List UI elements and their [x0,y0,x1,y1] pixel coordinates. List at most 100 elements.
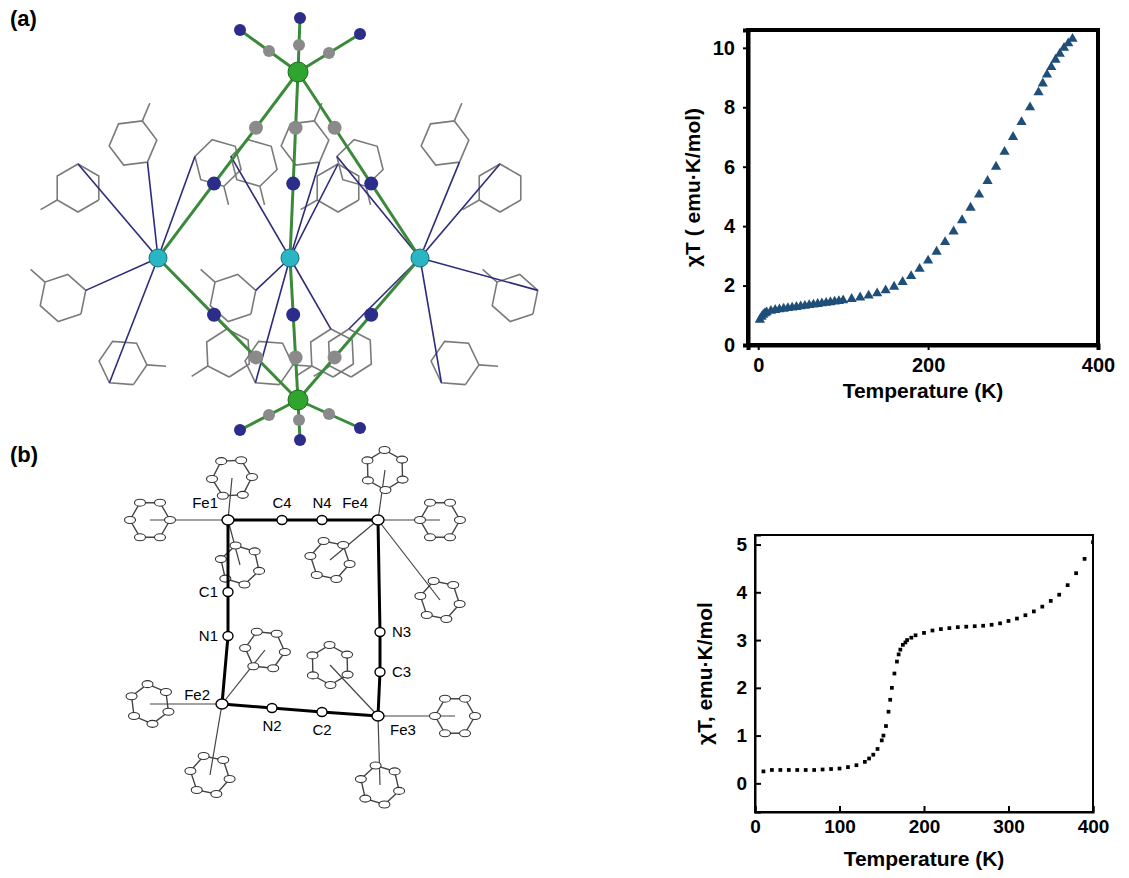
atom-label: C1 [199,583,218,600]
data-point [973,624,977,628]
data-point [867,757,871,761]
cyanide-bond [158,258,298,400]
y-tick: 8 [724,96,748,118]
nitrogen-atom [207,308,221,322]
ligand-ring [281,121,329,165]
atom-label: C2 [312,721,331,738]
y-tick: 3 [736,630,761,651]
y-tick: 6 [724,156,748,178]
data-point [948,226,958,235]
data-point [1038,78,1048,87]
ring-atom [425,499,436,506]
ring-atom [318,538,329,545]
x-axis-title: Temperature (K) [843,379,1004,402]
carbon-atom [249,350,263,364]
nitrogen-atom [364,308,378,322]
y-axis-line [756,536,762,813]
data-point [876,747,880,751]
ligand-stick [147,365,166,366]
x-axis: 0200400 [749,345,1116,376]
cyanide-bridge [378,520,380,716]
data-point [821,768,825,772]
ring-atom [370,762,381,769]
data-point [1032,610,1036,614]
ligand-ring [367,450,402,490]
ligand-bond [378,519,440,520]
ring-atom [460,730,471,737]
carbon-atom [263,409,275,421]
data-point [882,734,886,738]
data-point [1057,593,1061,597]
panel-label: (a) [10,6,37,31]
iron-atom [372,711,384,721]
ring-atom [246,474,257,481]
ligand-ring [311,329,354,377]
ring-atom [311,571,322,578]
ring-atom [307,672,318,679]
ring-atom [355,776,366,783]
carbon-atom [249,121,263,135]
x-tick: 200 [909,806,941,837]
ring-atom [198,753,209,760]
ring-atom [240,645,251,652]
y-tick-label: 6 [724,156,735,178]
data-point [964,625,968,629]
x-axis-title: Temperature (K) [844,847,1005,870]
cyanide-bridge [222,520,228,704]
ligand-ring [312,645,347,685]
data-point [1049,599,1053,603]
cyanide-bond [290,72,298,258]
ligand-bond [378,520,440,600]
ring-atom [271,630,282,637]
ring-atom [237,491,248,498]
data-point [898,276,908,285]
bridge-atom [375,668,385,677]
data-point [1066,583,1070,587]
carbon-atom [323,47,335,59]
ring-atom [236,457,247,464]
ligand-ring [420,581,459,619]
ligand-bond [330,520,378,560]
carbon-atom [293,414,305,426]
data-point [923,255,933,264]
ring-atom [135,499,146,506]
ring-atom [380,486,391,493]
cyanide-bond [298,34,360,72]
ligand-ring [310,541,349,579]
donor-bond [420,164,500,258]
ligand-ring [57,164,99,212]
data-point [914,633,918,637]
ligand-bond [378,715,455,716]
data-point [888,698,892,702]
nitrogen-atom [286,177,300,191]
ligand-ring [492,274,538,321]
y-axis-title: χT ( emu·K/mol) [681,108,704,267]
data-point [897,653,901,657]
figure: (a)(b)Fe1C4N4Fe4C1N1N3C3Fe2N2C2Fe3020040… [0,0,1129,878]
cyanide-bridge [222,704,378,716]
bridge-atom [317,708,327,717]
y-tick-label: 4 [736,582,747,603]
y-tick: 4 [736,582,761,603]
donor-bond [420,258,441,383]
data-point [872,287,882,296]
ring-atom [254,567,265,574]
atom-label: Fe4 [342,494,368,511]
y-tick-label: 2 [724,274,735,296]
cyanide-bond [298,258,420,400]
data-point [956,625,960,629]
ring-atom [230,542,241,549]
y-tick: 4 [724,215,748,237]
data-point [906,270,916,279]
ring-atom [126,693,137,700]
nitrogen-atom [364,177,378,191]
ligand-ring [190,756,229,794]
ligand-stick [41,200,58,210]
atom-label: N3 [392,623,411,640]
ring-atom [147,720,158,727]
donor-bond [420,162,459,258]
data-point [1015,617,1019,621]
carbon-atom [323,408,335,420]
ring-atom [397,456,408,463]
ring-atom [428,578,439,585]
